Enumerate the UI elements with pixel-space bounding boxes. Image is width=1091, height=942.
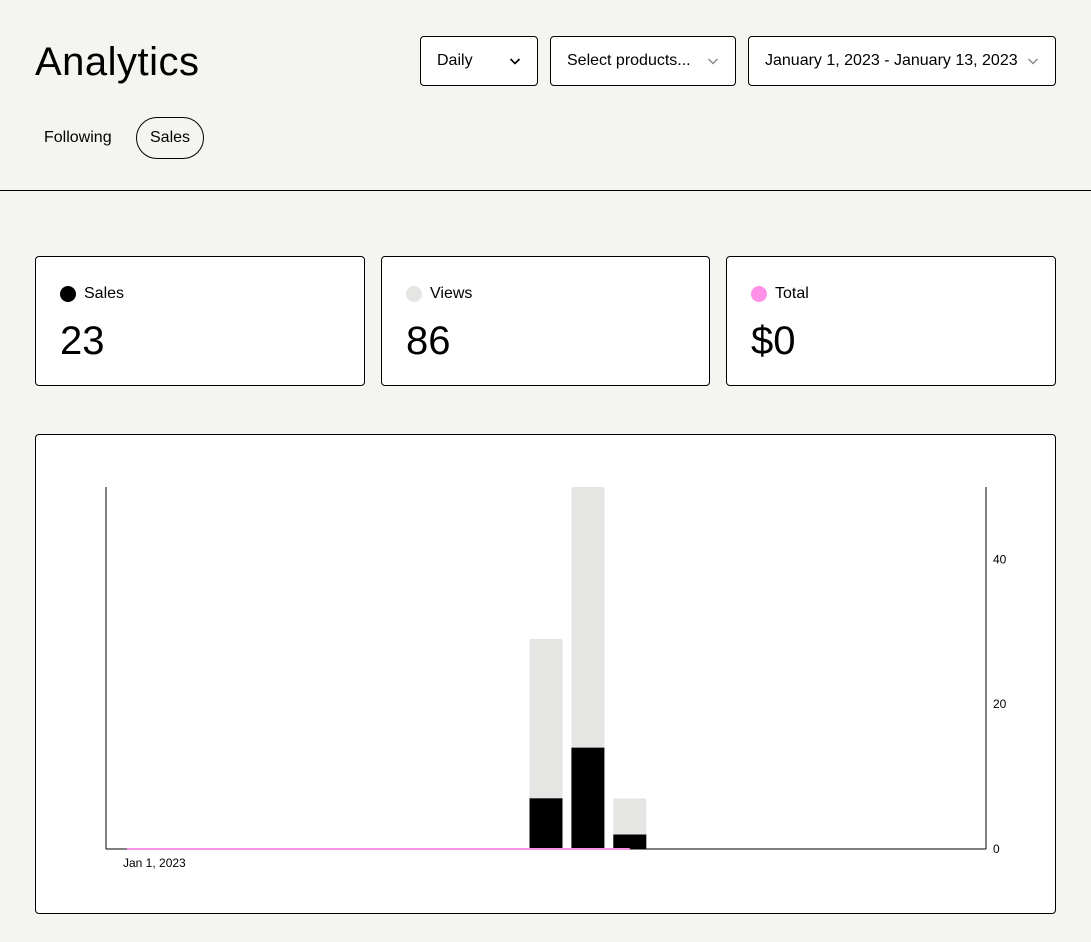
- interval-select-value: Daily: [437, 52, 473, 69]
- chevron-down-icon: [509, 55, 521, 67]
- chevron-down-icon: [707, 55, 719, 67]
- total-stat-label-row: Total: [751, 285, 809, 303]
- views-stat-label: Views: [430, 285, 473, 302]
- products-select[interactable]: Select products...: [550, 36, 736, 86]
- sales-stat-label: Sales: [84, 285, 125, 302]
- sales-legend-dot: [60, 286, 76, 302]
- sales-bar: [529, 798, 563, 849]
- interval-select[interactable]: Daily: [420, 36, 538, 86]
- y-tick-label: 0: [993, 842, 1000, 856]
- sales-stat-value: 23: [60, 319, 105, 363]
- total-legend-dot: [751, 286, 767, 302]
- sales-chart[interactable]: 0 20 40 Jan 1, 2023: [36, 435, 1057, 915]
- sales-stat-label-row: Sales: [60, 285, 124, 303]
- views-stat-card: Views 86: [381, 256, 710, 386]
- sales-bar: [571, 747, 605, 849]
- sales-chart-panel: 0 20 40 Jan 1, 2023: [35, 434, 1056, 914]
- views-stat-label-row: Views: [406, 285, 472, 303]
- header-divider: [0, 190, 1091, 191]
- page-title: Analytics: [35, 40, 200, 84]
- tab-sales[interactable]: Sales: [136, 117, 205, 159]
- x-tick-label: Jan 1, 2023: [123, 856, 186, 870]
- total-stat-card: Total $0: [726, 256, 1056, 386]
- total-stat-value: $0: [751, 319, 796, 363]
- views-stat-value: 86: [406, 319, 451, 363]
- total-stat-label: Total: [775, 285, 809, 302]
- y-tick-label: 40: [993, 552, 1007, 566]
- sales-stat-card: Sales 23: [35, 256, 365, 386]
- date-range-select[interactable]: January 1, 2023 - January 13, 2023: [748, 36, 1056, 86]
- date-range-select-value: January 1, 2023 - January 13, 2023: [765, 52, 1018, 69]
- products-select-value: Select products...: [567, 52, 691, 69]
- views-legend-dot: [406, 286, 422, 302]
- sales-bar: [613, 834, 647, 849]
- views-bar: [529, 639, 563, 849]
- y-tick-label: 20: [993, 697, 1007, 711]
- tab-following[interactable]: Following: [44, 129, 112, 146]
- chevron-down-icon: [1027, 55, 1039, 67]
